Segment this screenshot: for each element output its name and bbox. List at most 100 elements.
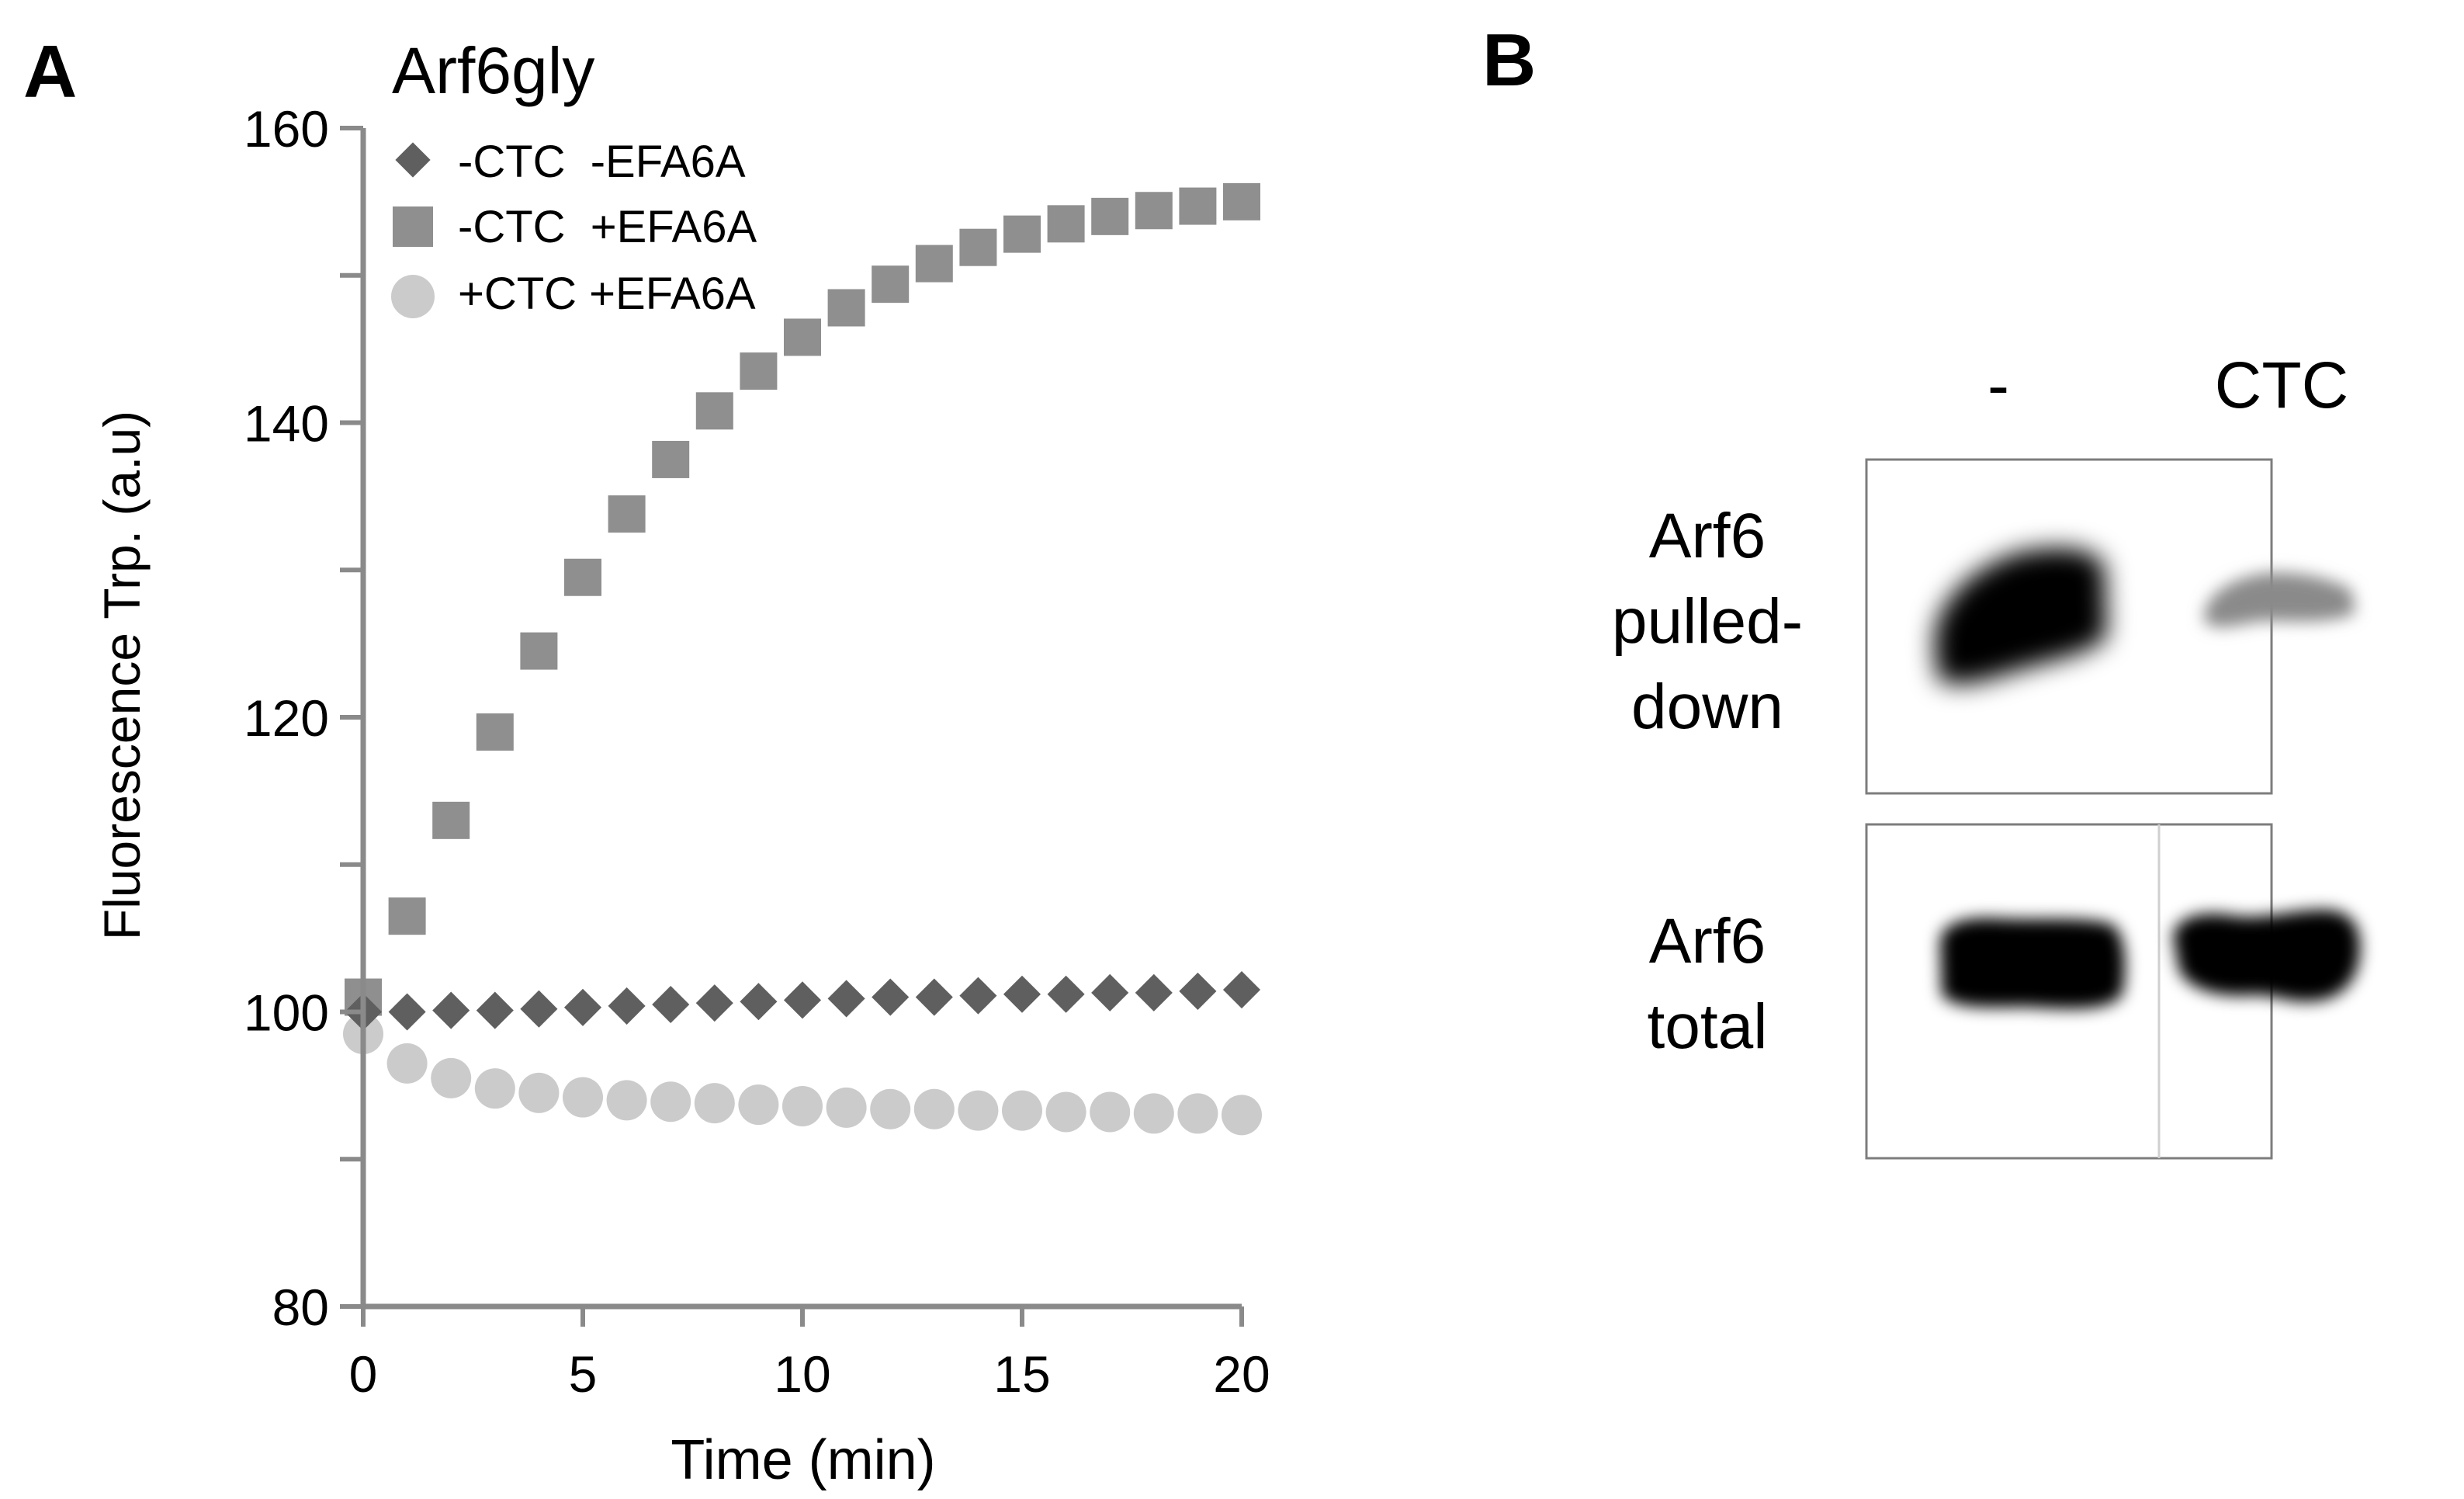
data-point bbox=[782, 1085, 823, 1126]
legend-item: -CTC +EFA6A bbox=[393, 202, 757, 252]
series-circle bbox=[343, 1013, 1262, 1136]
legend-marker-diamond bbox=[395, 142, 431, 178]
legend-marker-square bbox=[393, 206, 433, 247]
data-point bbox=[650, 1081, 691, 1123]
blot-label: Arf6 total bbox=[1648, 906, 1768, 1062]
series-square bbox=[345, 182, 1260, 1016]
data-point bbox=[563, 988, 602, 1026]
blot-label: Arf6 pulled- down bbox=[1612, 501, 1803, 742]
blot-label-line: pulled- bbox=[1612, 586, 1803, 657]
legend-label: -CTC -EFA6A bbox=[458, 137, 746, 187]
data-point bbox=[388, 993, 426, 1031]
data-point bbox=[652, 440, 690, 478]
data-point bbox=[783, 981, 822, 1019]
data-point bbox=[1091, 973, 1129, 1011]
data-point bbox=[1090, 1091, 1131, 1133]
data-point bbox=[1045, 1091, 1086, 1133]
y-axis-label: Fluorescence Trp. (a.u) bbox=[93, 411, 151, 940]
data-point bbox=[959, 228, 997, 266]
blot-total: Arf6 total bbox=[1648, 823, 2361, 1160]
legend-label: -CTC +EFA6A bbox=[458, 202, 757, 252]
data-point bbox=[695, 984, 733, 1022]
blot-label-line: down bbox=[1631, 671, 1783, 742]
data-point bbox=[432, 801, 470, 839]
data-point bbox=[915, 978, 953, 1016]
data-point bbox=[1179, 187, 1217, 225]
data-point bbox=[608, 495, 646, 533]
data-point bbox=[388, 897, 426, 935]
data-point bbox=[1135, 973, 1173, 1011]
data-point bbox=[431, 1057, 472, 1098]
data-point bbox=[1177, 1093, 1218, 1134]
data-point bbox=[520, 632, 558, 670]
data-point bbox=[1091, 197, 1129, 235]
data-point bbox=[694, 1083, 735, 1124]
y-tick-label: 100 bbox=[244, 984, 329, 1042]
data-point bbox=[870, 1088, 911, 1129]
data-point bbox=[608, 987, 646, 1025]
y-tick-label: 120 bbox=[244, 689, 329, 747]
x-tick-label: 0 bbox=[349, 1345, 378, 1403]
band-ctc-total bbox=[2173, 909, 2361, 1002]
data-point bbox=[695, 392, 733, 430]
chart-title: Arf6gly bbox=[392, 34, 594, 107]
x-axis-label: Time (min) bbox=[671, 1429, 935, 1491]
x-ticks: 0 5 10 15 20 bbox=[349, 1306, 1270, 1403]
x-tick-label: 20 bbox=[1213, 1345, 1270, 1403]
data-point bbox=[738, 1084, 779, 1126]
lane-label-control: - bbox=[1987, 349, 2009, 422]
data-point bbox=[827, 980, 865, 1018]
band-control-total bbox=[1940, 918, 2126, 1009]
y-ticks: 80 100 120 140 160 bbox=[244, 100, 363, 1336]
panel-a-letter: A bbox=[23, 30, 77, 113]
data-point bbox=[1047, 205, 1085, 243]
legend: -CTC -EFA6A -CTC +EFA6A +CTC +EFA6A bbox=[391, 137, 757, 319]
data-point bbox=[518, 1072, 560, 1113]
data-point bbox=[432, 991, 470, 1029]
data-point bbox=[826, 1087, 867, 1128]
data-point bbox=[1222, 1095, 1262, 1136]
data-point bbox=[915, 245, 953, 283]
data-point bbox=[476, 991, 514, 1029]
data-point bbox=[1002, 1090, 1042, 1131]
data-point bbox=[1133, 1093, 1174, 1134]
y-tick-label: 80 bbox=[272, 1279, 329, 1336]
data-point bbox=[1003, 215, 1041, 253]
data-point bbox=[1135, 192, 1173, 230]
legend-item: +CTC +EFA6A bbox=[391, 269, 756, 319]
data-point bbox=[606, 1080, 647, 1121]
blot-label-line: total bbox=[1648, 991, 1768, 1062]
x-tick-label: 10 bbox=[774, 1345, 830, 1403]
chart-a: 80 100 120 140 160 0 5 10 15 20 Fluorescence Trp… bbox=[93, 100, 1270, 1491]
data-point bbox=[1179, 972, 1217, 1010]
data-point bbox=[1047, 975, 1085, 1013]
series-diamond bbox=[344, 970, 1261, 1031]
y-tick-label: 140 bbox=[244, 395, 329, 453]
x-tick-label: 15 bbox=[993, 1345, 1050, 1403]
data-point bbox=[474, 1068, 515, 1109]
panel-b-letter: B bbox=[1482, 19, 1536, 102]
data-point bbox=[476, 713, 514, 751]
data-point bbox=[1003, 975, 1041, 1013]
data-point bbox=[784, 318, 821, 356]
data-point bbox=[959, 977, 997, 1015]
panel-b: B - CTC Arf6 pulled- down Arf6 total bbox=[1482, 19, 2361, 1160]
band-control-pulled-down bbox=[1934, 547, 2107, 685]
data-point bbox=[520, 990, 558, 1028]
data-point bbox=[563, 1077, 603, 1118]
lane-label-ctc: CTC bbox=[2215, 349, 2349, 422]
band-ctc-pulled-down bbox=[2203, 572, 2355, 627]
blot-label-line: Arf6 bbox=[1649, 906, 1766, 977]
data-point bbox=[827, 289, 865, 327]
panel-a: A Arf6gly 80 100 120 140 160 0 5 10 15 20 Fluore… bbox=[23, 30, 1270, 1491]
data-point bbox=[913, 1088, 955, 1129]
data-point bbox=[872, 978, 910, 1016]
blot-label-line: Arf6 bbox=[1649, 501, 1766, 571]
legend-label: +CTC +EFA6A bbox=[458, 269, 756, 319]
y-tick-label: 160 bbox=[244, 100, 329, 158]
x-tick-label: 5 bbox=[569, 1345, 598, 1403]
data-point bbox=[386, 1043, 428, 1084]
data-point bbox=[740, 983, 778, 1021]
legend-item: -CTC -EFA6A bbox=[395, 137, 746, 187]
